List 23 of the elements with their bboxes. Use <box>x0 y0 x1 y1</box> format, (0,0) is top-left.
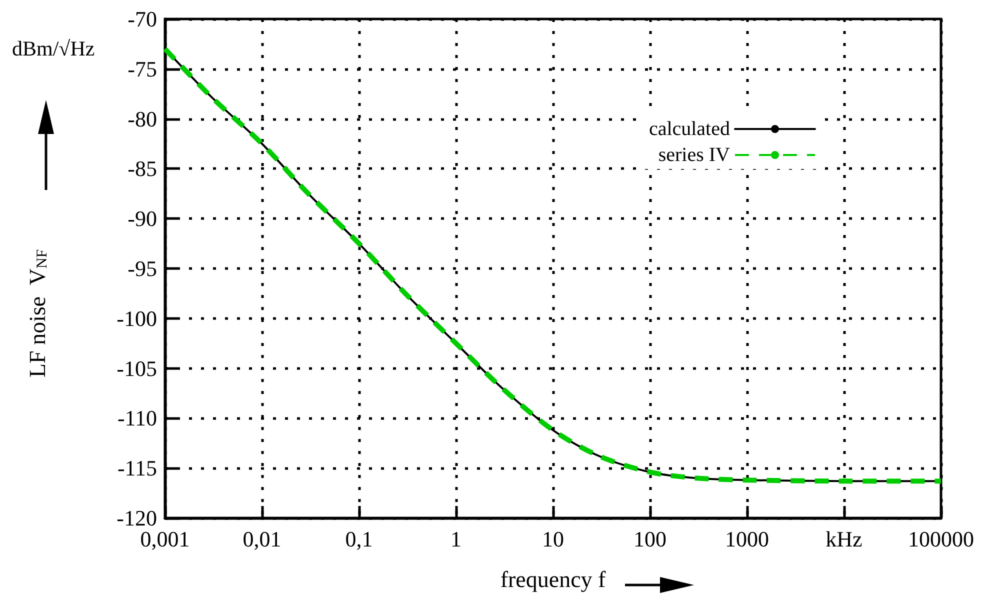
y-tick-label: -115 <box>117 456 157 481</box>
y-tick-label: -110 <box>117 406 157 431</box>
x-tick-label: 100000 <box>908 526 974 552</box>
y-tick-label: -90 <box>128 206 157 232</box>
legend-label: calculated <box>648 118 730 140</box>
y-tick-label: -95 <box>128 256 157 281</box>
legend-label: series IV <box>658 144 731 166</box>
y-tick-label: -70 <box>128 6 157 32</box>
y-tick-label: -105 <box>116 356 157 381</box>
x-tick-label: 10 <box>542 526 564 552</box>
y-tick-label: -75 <box>128 56 157 82</box>
x-tick-label: 0,1 <box>345 526 373 552</box>
y-tick-label: -100 <box>116 306 157 331</box>
y-axis-title: LF noise VNF <box>25 249 50 378</box>
x-tick-label: kHz <box>826 526 863 552</box>
y-tick-label: -80 <box>128 106 157 132</box>
x-tick-label: 0,01 <box>242 526 282 552</box>
x-tick-label: 1 <box>450 526 462 552</box>
text: dBm/√Hz <box>12 36 95 60</box>
x-axis-title: frequency f <box>500 567 606 592</box>
x-tick-label: 1000 <box>725 526 769 552</box>
x-tick-label: 100 <box>634 526 666 552</box>
y-tick-label: -85 <box>128 156 157 182</box>
